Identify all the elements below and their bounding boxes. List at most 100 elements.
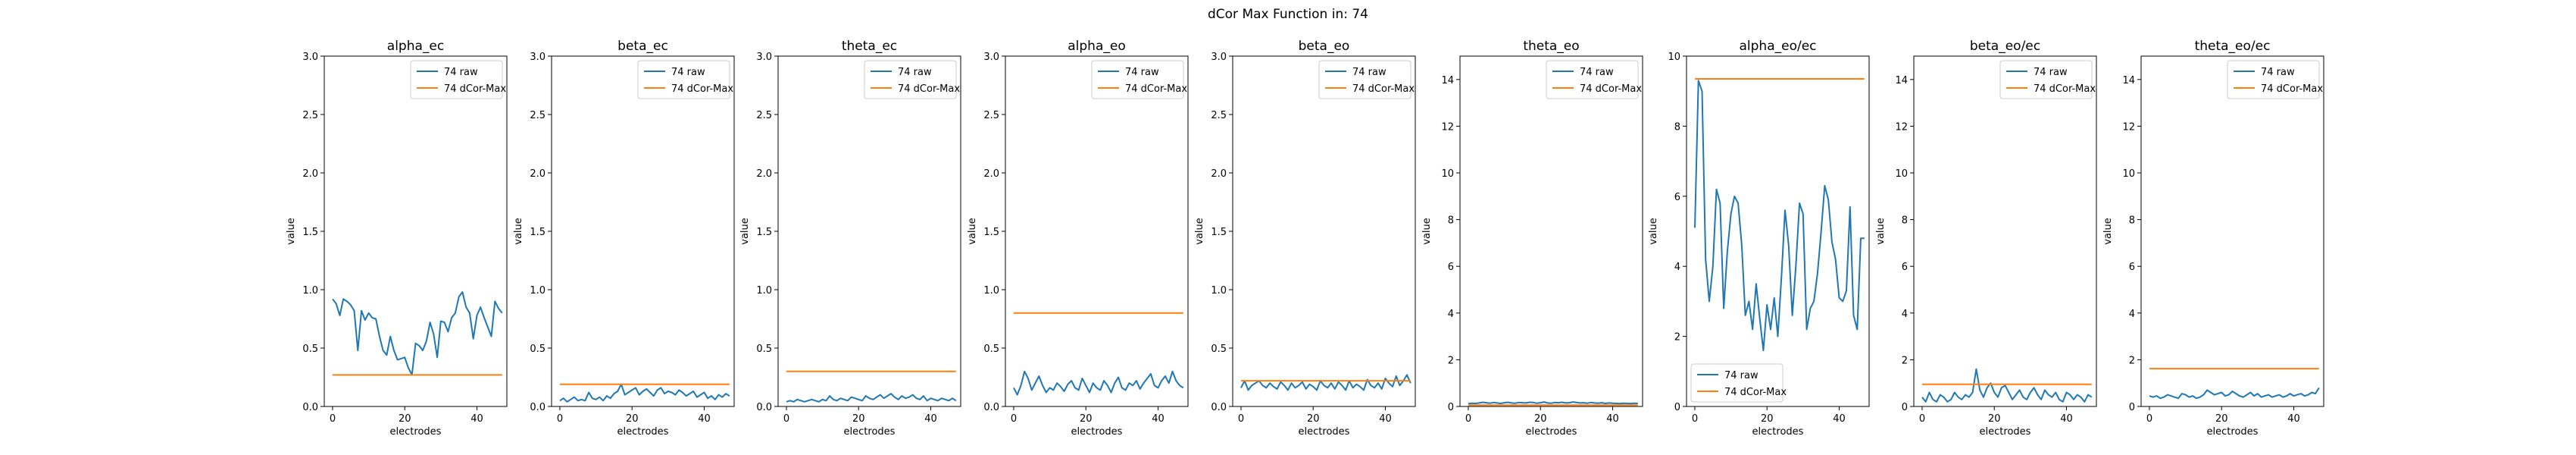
y-tick-label: 10 <box>1441 168 1454 180</box>
y-tick-label: 2 <box>2129 355 2135 366</box>
legend: 74 raw 74 dCor-Max <box>1091 60 1187 99</box>
y-tick-label: 14 <box>1441 75 1454 86</box>
axes-frame <box>551 55 735 407</box>
legend-label: 74 dCor-Max <box>898 83 960 95</box>
legend: 74 raw 74 dCor-Max <box>2227 60 2323 99</box>
legend-label: 74 dCor-Max <box>2034 83 2096 95</box>
y-tick-label: 10 <box>2122 168 2135 180</box>
axes-frame <box>1459 55 1643 407</box>
y-tick-label: 2 <box>1902 355 1908 366</box>
x-axis-label: electrodes <box>1299 426 1350 438</box>
x-tick-label: 40 <box>1379 413 1392 425</box>
legend-box <box>864 60 957 99</box>
legend: 74 raw 74 dCor-Max <box>864 60 960 99</box>
x-axis-label: electrodes <box>844 426 896 438</box>
x-axis-label: electrodes <box>1980 426 2031 438</box>
x-tick-label: 40 <box>1606 413 1619 425</box>
x-tick-label: 0 <box>1011 413 1017 425</box>
raw-series-line <box>2149 387 2320 400</box>
y-tick-label: 4 <box>1448 309 1454 320</box>
x-tick-label: 40 <box>924 413 937 425</box>
y-tick-label: 1.5 <box>756 227 772 238</box>
legend-box <box>637 60 730 99</box>
y-tick-label: 6 <box>1902 262 1908 273</box>
y-axis-label: value <box>1194 218 1205 245</box>
x-tick-label: 20 <box>2215 413 2228 425</box>
y-tick-label: 1.0 <box>756 285 772 297</box>
y-tick-label: 0.0 <box>983 402 999 413</box>
y-tick-label: 4 <box>1902 309 1908 320</box>
raw-series-line <box>1013 370 1184 396</box>
subplot-3: theta_ec 0.0 0.5 1.0 1.5 2.0 2.5 3.0 0 20 40 electr… <box>739 39 961 438</box>
y-tick-label: 6 <box>1448 262 1454 273</box>
legend-label: 74 raw <box>1580 67 1614 78</box>
y-tick-label: 0.5 <box>302 344 318 355</box>
legend-box <box>2227 60 2320 99</box>
x-tick-label: 0 <box>1238 413 1244 425</box>
y-tick-label: 1.0 <box>983 285 999 297</box>
legend: 74 raw 74 dCor-Max <box>1546 60 1642 99</box>
y-tick-label: 0 <box>1674 402 1680 413</box>
x-tick-label: 20 <box>1761 413 1774 425</box>
y-axis-label: value <box>1875 218 1887 245</box>
subplot-grid: alpha_ec0.00.51.01.52.02.53.00 20 40electr… <box>286 39 2324 438</box>
subplot-4: alpha_eo 0.0 0.5 1.0 1.5 2.0 2.5 3.0 0 20 40 electr… <box>967 39 1189 438</box>
y-tick-label: 1.0 <box>1211 285 1227 297</box>
y-tick-label: 2 <box>1448 355 1454 366</box>
y-tick-label: 8 <box>2129 215 2135 227</box>
axes-frame <box>1686 55 1870 407</box>
legend-label: 74 raw <box>444 67 478 78</box>
subplot-title: theta_eo/ec <box>2195 39 2271 54</box>
y-tick-label: 3.0 <box>302 52 318 63</box>
raw-series-line <box>559 383 730 403</box>
legend-label: 74 raw <box>671 67 705 78</box>
y-tick-label: 6 <box>1674 192 1680 203</box>
x-tick-label: 0 <box>557 413 563 425</box>
x-axis-label: electrodes <box>1526 426 1577 438</box>
raw-series-line <box>1694 80 1865 352</box>
y-tick-label: 0.5 <box>756 344 772 355</box>
y-tick-label: 2.5 <box>756 110 772 121</box>
y-tick-label: 2.0 <box>756 168 772 180</box>
raw-series-line <box>1468 401 1638 405</box>
legend: 74 raw 74 dCor-Max <box>1318 60 1415 99</box>
legend-box <box>410 60 503 99</box>
y-tick-label: 2.0 <box>1211 168 1227 180</box>
y-tick-label: 0 <box>2129 402 2135 413</box>
x-tick-label: 0 <box>330 413 336 425</box>
axes-frame <box>1232 55 1416 407</box>
x-axis-label: electrodes <box>1071 426 1123 438</box>
y-tick-label: 3.0 <box>983 52 999 63</box>
y-tick-label: 3.0 <box>530 52 546 63</box>
y-tick-label: 1.5 <box>983 227 999 238</box>
legend-box <box>1999 60 2093 99</box>
subplot-title: alpha_eo/ec <box>1739 39 1816 54</box>
y-axis-label: value <box>739 218 751 245</box>
y-tick-label: 1.5 <box>302 227 318 238</box>
y-tick-label: 2.0 <box>530 168 546 180</box>
y-axis-label: value <box>967 218 978 245</box>
x-tick-label: 20 <box>1080 413 1093 425</box>
legend: 74 raw 74 dCor-Max <box>637 60 733 99</box>
legend: 74 raw 74 dCor-Max <box>1690 363 1787 403</box>
y-tick-label: 12 <box>2122 121 2135 133</box>
subplot-5: beta_eo 0.0 0.5 1.0 1.5 2.0 2.5 3.0 0 20 40 electro… <box>1194 39 1416 438</box>
subplot-title: alpha_eo <box>1068 39 1125 54</box>
y-axis-label: value <box>2102 218 2114 245</box>
legend-label: 74 dCor-Max <box>1580 83 1642 95</box>
y-tick-label: 8 <box>1674 121 1680 133</box>
subplot-2: beta_ec 0.0 0.5 1.0 1.5 2.0 2.5 3.0 0 20 40 electro… <box>513 39 735 438</box>
raw-series-line <box>1921 368 2093 403</box>
y-tick-label: 0.5 <box>1211 344 1227 355</box>
x-tick-label: 40 <box>2287 413 2300 425</box>
subplot-title: alpha_ec <box>387 39 444 54</box>
legend-label: 74 raw <box>2034 67 2068 78</box>
subplot-1: alpha_ec 0.0 0.5 1.0 1.5 2.0 2.5 3.0 0 20 40 electr… <box>286 39 508 438</box>
legend-label: 74 raw <box>1724 370 1758 381</box>
legend-box <box>1690 363 1784 403</box>
axes-frame <box>2140 55 2324 407</box>
x-tick-label: 20 <box>1988 413 2001 425</box>
y-axis-label: value <box>1648 218 1659 245</box>
y-tick-label: 0.0 <box>302 402 318 413</box>
y-tick-label: 4 <box>2129 309 2135 320</box>
